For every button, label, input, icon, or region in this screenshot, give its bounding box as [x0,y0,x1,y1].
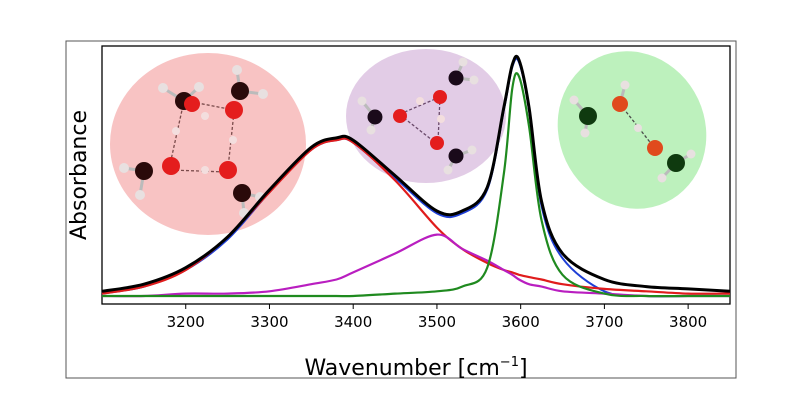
molecule-illustrations [110,49,707,235]
x-tick-label: 3600 [502,313,540,331]
series-total-fit [101,54,731,293]
x-tick-label: 3700 [585,313,623,331]
x-tick-label: 3400 [334,313,372,331]
series-magenta-band [101,233,730,298]
series-green-band [102,72,730,298]
x-tick-label: 3500 [418,313,456,331]
series-group [101,54,731,298]
x-tick-label: 3300 [250,313,288,331]
dimer-background-circle [557,51,707,209]
water-dimer-illustration [557,51,707,209]
tetramer-background-circle [110,53,306,235]
y-axis-label: Absorbance [67,110,92,240]
figure-frame [65,40,737,379]
water-trimer-illustration [346,49,506,183]
x-axis-label: Wavenumber [cm−1] [304,355,527,381]
water-tetramer-illustration [110,53,306,235]
trimer-background-circle [346,49,506,183]
x-tick-label: 3200 [167,313,205,331]
plot-area [101,45,731,305]
x-tick-label: 3800 [669,313,707,331]
x-axis-ticks: 3200 3300 3400 3500 3600 3700 3800 [167,304,707,331]
